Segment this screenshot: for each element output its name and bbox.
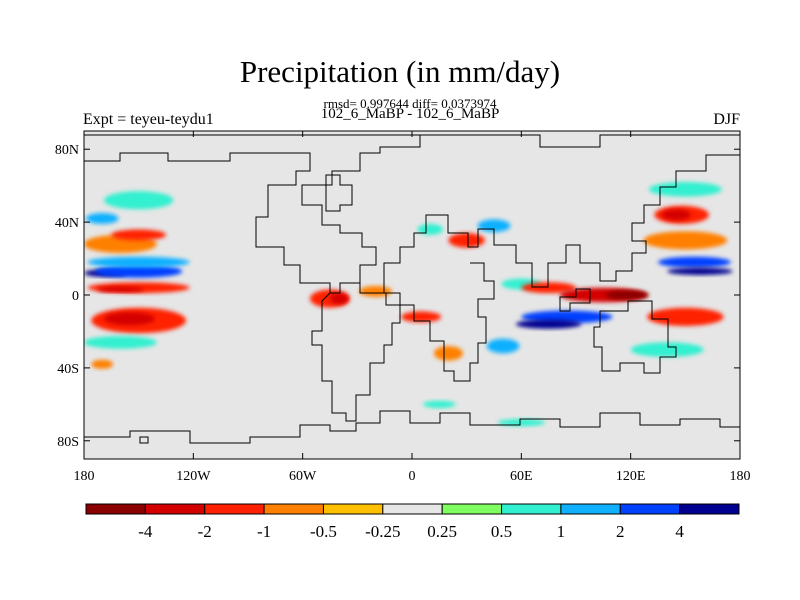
precip-anomaly-patch xyxy=(359,285,392,297)
lat-tick-label: 40S xyxy=(57,362,79,377)
colorbar-label: -4 xyxy=(138,522,153,541)
colorbar-label: 1 xyxy=(557,522,566,541)
precip-anomaly-patch xyxy=(521,282,577,294)
colorbar-swatch xyxy=(144,503,206,515)
australia-coastline xyxy=(593,300,677,374)
colorbar-swatch xyxy=(441,503,503,515)
colorbar-label: -1 xyxy=(257,522,271,541)
precip-anomaly-patch xyxy=(401,311,442,323)
precip-anomaly-patch xyxy=(433,346,464,361)
precip-anomaly-patch xyxy=(91,359,114,369)
precip-anomaly-patch xyxy=(104,312,156,326)
colorbar-label: 0.5 xyxy=(491,522,512,541)
longitude-axis: 180 120W 60W 0 60E 120E 180 xyxy=(74,131,751,484)
lat-tick-label: 40N xyxy=(55,216,79,231)
colorbar-label: 2 xyxy=(616,522,625,541)
small-island-coastline xyxy=(139,436,149,444)
colorbar-swatch xyxy=(560,503,621,515)
experiment-label: Expt = teyeu-teydu1 xyxy=(83,111,214,128)
colorbar-swatch xyxy=(322,503,384,515)
greenland-coastline xyxy=(325,174,353,212)
lat-tick-label: 80N xyxy=(55,143,79,158)
coastlines xyxy=(84,134,740,459)
precip-anomaly-patch xyxy=(111,229,166,241)
south-america-coastline xyxy=(311,282,401,422)
precip-anomaly-patch xyxy=(104,191,174,210)
precip-anomaly-patch xyxy=(417,223,443,235)
lon-tick-label: 60E xyxy=(510,469,533,484)
colorbar-swatch xyxy=(263,503,324,515)
colorbar-swatch xyxy=(501,503,562,515)
precip-anomaly-patch xyxy=(667,267,733,275)
precip-anomaly-patch xyxy=(87,256,190,268)
precip-anomaly-patch xyxy=(630,342,704,357)
figure-title: Precipitation (in mm/day) xyxy=(239,54,561,89)
precipitation-fields xyxy=(84,182,733,427)
lon-tick-label: 120E xyxy=(616,469,646,484)
precip-anomaly-patch xyxy=(486,338,520,354)
precip-anomaly-patch xyxy=(330,293,349,305)
lon-tick-label: 0 xyxy=(409,469,416,484)
precip-anomaly-patch xyxy=(661,209,691,221)
precip-anomaly-patch xyxy=(94,264,183,278)
antarctica-coastline xyxy=(84,410,740,459)
precip-anomaly-patch xyxy=(85,213,119,224)
lat-tick-label: 80S xyxy=(57,435,79,450)
colorbar-label: -0.25 xyxy=(365,522,400,541)
colorbar-swatch xyxy=(619,503,681,515)
colorbar-swatch xyxy=(679,503,740,515)
lon-tick-label: 60W xyxy=(289,469,317,484)
precip-anomaly-patch xyxy=(96,286,145,293)
lon-tick-label: 180 xyxy=(730,469,751,484)
precip-anomaly-patch xyxy=(605,290,649,300)
precip-anomaly-patch xyxy=(84,336,157,349)
lon-tick-label: 120W xyxy=(176,469,211,484)
colorbar-label: -2 xyxy=(198,522,212,541)
north-america-coastline xyxy=(84,134,421,294)
colorbar-label: 0.25 xyxy=(427,522,457,541)
precip-anomaly-patch xyxy=(497,418,546,427)
precip-anomaly-patch xyxy=(515,319,582,329)
colorbar: -4 -2 -1 -0.5 -0.25 0.25 0.5 1 2 4 xyxy=(85,503,740,541)
colorbar-label: 4 xyxy=(675,522,684,541)
precip-anomaly-patch xyxy=(643,231,728,250)
season-label: DJF xyxy=(713,111,740,128)
precip-anomaly-patch xyxy=(658,256,731,268)
africa-eurasia-coastline xyxy=(383,134,740,382)
colorbar-swatch xyxy=(85,503,146,515)
colorbar-label: -0.5 xyxy=(310,522,337,541)
experiment-subtitle: 102_6_MaBP - 102_6_MaBP xyxy=(320,106,500,122)
latitude-axis: 80N 40N 0 40S 80S xyxy=(55,143,740,450)
precip-anomaly-patch xyxy=(648,182,722,197)
indonesia-coastline xyxy=(559,288,591,312)
colorbar-swatch xyxy=(204,503,265,515)
precip-anomaly-patch xyxy=(422,400,456,408)
colorbar-swatch xyxy=(382,503,443,515)
lon-tick-label: 180 xyxy=(74,469,95,484)
rmsd-diff-stats: rmsd= 0.997644 diff= 0.0373974 xyxy=(323,96,497,111)
lat-tick-label: 0 xyxy=(72,289,79,304)
precip-anomaly-patch xyxy=(448,233,485,248)
precip-anomaly-patch xyxy=(647,307,724,326)
